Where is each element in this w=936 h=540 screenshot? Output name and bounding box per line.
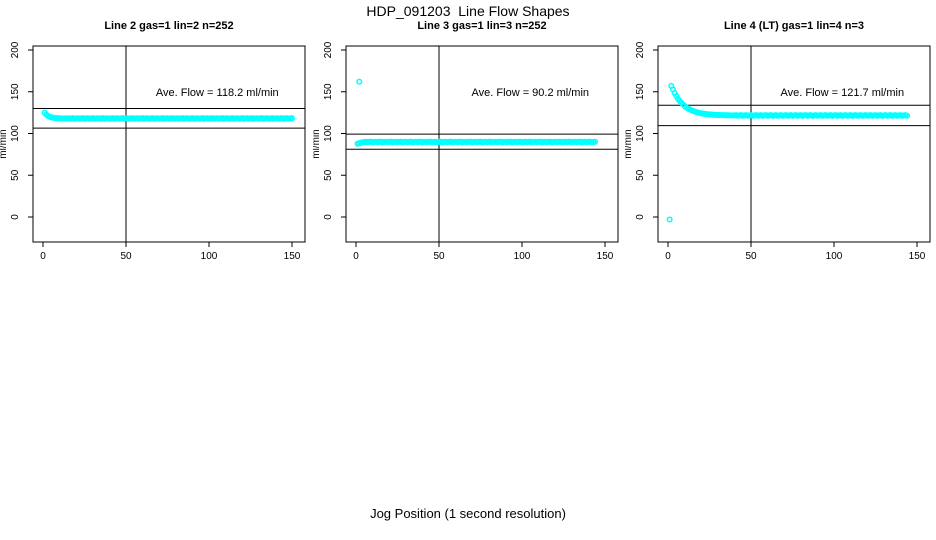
plot-box [657,45,931,243]
y-tick-label: 0 [635,214,646,220]
y-tick-label: 200 [635,41,646,58]
data-point [591,138,599,145]
panel-title-line-3: Line 3 gas=1 lin=3 n=252 [417,20,547,32]
panel-title-line-4: Line 4 (LT) gas=1 lin=4 n=3 [723,20,865,32]
y-tick-label: 150 [635,83,646,100]
y-tick-label: 200 [10,41,21,58]
y-tick-label: 100 [323,125,334,142]
x-tick-label: 150 [597,251,614,260]
x-tick-label: 50 [745,251,757,260]
plot-box [345,45,619,243]
x-tick-label: 150 [909,251,926,260]
outlier-point [666,216,673,223]
x-axis-label: Jog Position (1 second resolution) [370,506,566,521]
page-title: HDP_091203 Line Flow Shapes [366,3,570,19]
x-tick-label: 50 [120,251,132,260]
y-tick-label: 150 [323,83,334,100]
plot-line-3: 0 50 100 150 0 50 100 150 200 ml/min Ave. Flow = 9… [313,41,619,260]
outlier-point [356,78,363,85]
x-tick-label: 0 [353,251,359,260]
x-tick-label: 100 [826,251,843,260]
data-point [288,115,296,122]
ave-flow-annotation: Ave. Flow = 90.2 ml/min [472,87,589,99]
data-point [903,112,911,119]
y-axis-title: ml/min [0,129,9,158]
x-tick-label: 150 [284,251,301,260]
plot-box [32,45,306,243]
ave-flow-annotation: Ave. Flow = 121.7 ml/min [780,87,904,99]
y-tick-label: 150 [10,83,21,100]
y-tick-label: 0 [323,214,334,220]
panel-title-line-2: Line 2 gas=1 lin=2 n=252 [104,20,234,32]
y-axis-title: ml/min [625,129,634,158]
y-tick-label: 200 [323,41,334,58]
y-tick-label: 50 [10,169,21,181]
x-tick-label: 0 [40,251,46,260]
plot-line-2: 0 50 100 150 0 50 100 150 200 ml/min Ave. Flow = 1… [0,41,306,260]
y-tick-label: 50 [323,169,334,181]
y-tick-label: 100 [635,125,646,142]
plot-line-4: 0 50 100 150 0 50 100 150 200 ml/min Ave. Flow = 1… [625,41,931,260]
y-tick-label: 50 [635,169,646,181]
y-tick-label: 100 [10,125,21,142]
x-tick-label: 50 [433,251,445,260]
panel-line-4: Line 4 (LT) gas=1 lin=4 n=3 0 50 100 150 0 50… [625,20,936,260]
ave-flow-annotation: Ave. Flow = 118.2 ml/min [156,87,279,99]
x-tick-label: 100 [201,251,218,260]
x-tick-label: 100 [514,251,531,260]
y-tick-label: 0 [10,214,21,220]
panel-line-2: Line 2 gas=1 lin=2 n=252 0 50 100 150 0 50 100… [0,20,312,260]
panel-line-3: Line 3 gas=1 lin=3 n=252 0 50 100 150 0 50 100… [313,20,625,260]
y-axis-title: ml/min [313,129,322,158]
x-tick-label: 0 [665,251,671,260]
